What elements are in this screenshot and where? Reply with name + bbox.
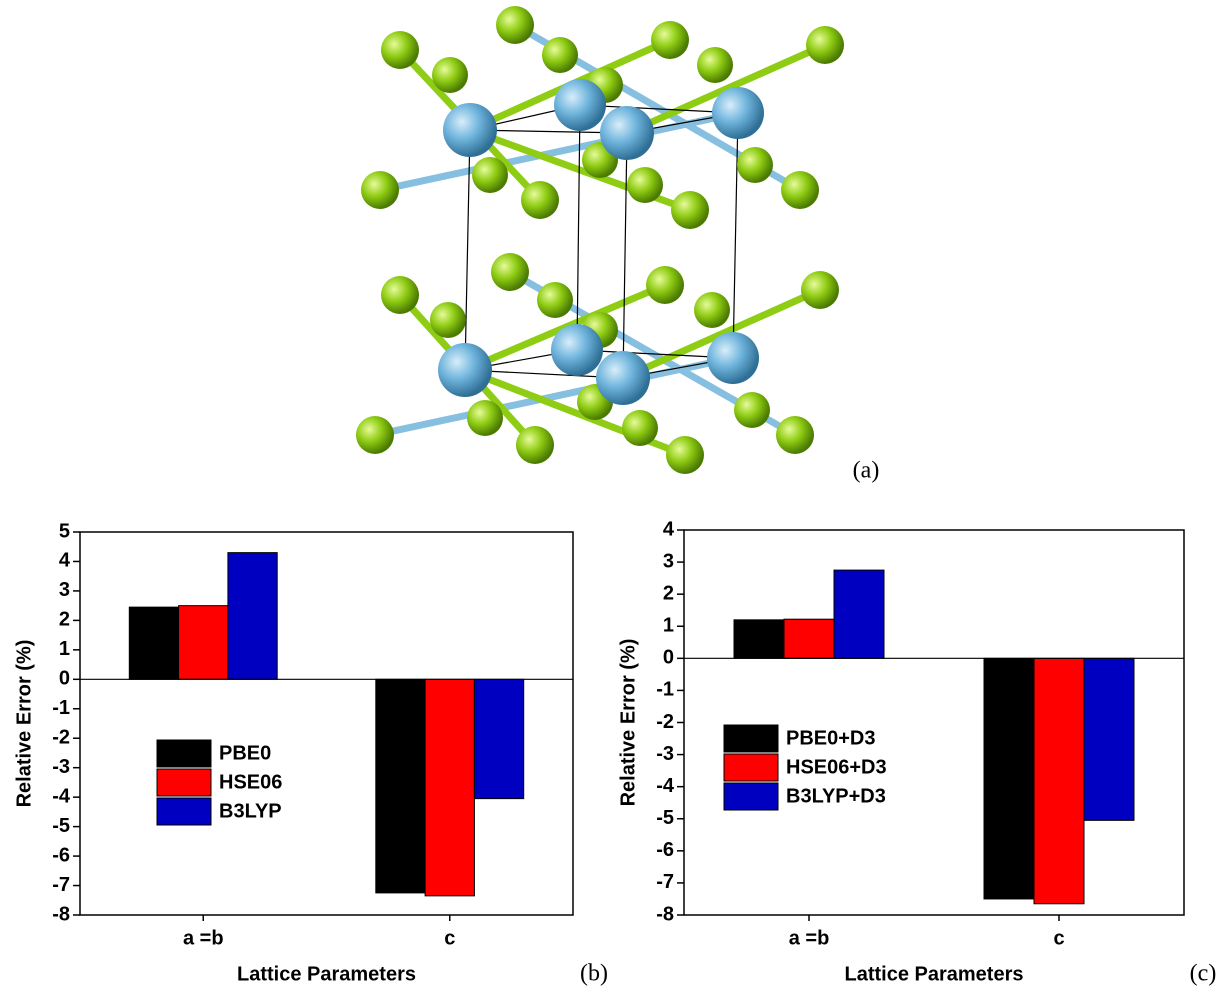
y-tick-label: -6: [52, 844, 70, 866]
bar: [179, 606, 228, 680]
y-tick-label: -3: [656, 743, 674, 765]
y-tick-label: 1: [59, 638, 70, 660]
y-tick-label: -1: [656, 679, 674, 701]
legend-swatch: [724, 783, 778, 810]
y-tick-label: -4: [52, 785, 71, 807]
bar: [984, 658, 1034, 899]
bar: [734, 620, 784, 659]
y-tick-label: -2: [52, 727, 70, 749]
bar: [129, 607, 178, 679]
y-tick-label: -4: [656, 775, 675, 797]
legend-swatch: [724, 725, 778, 752]
y-tick-label: -7: [656, 871, 674, 893]
x-axis-label: Lattice Parameters: [845, 963, 1024, 985]
y-tick-label: 4: [663, 518, 675, 540]
bar: [784, 619, 834, 658]
y-axis-label: Relative Error (%): [13, 640, 35, 808]
x-tick-label: c: [1053, 927, 1064, 949]
legend-swatch: [157, 740, 211, 767]
bar: [376, 679, 425, 893]
y-tick-label: 0: [59, 668, 70, 690]
y-tick-label: -1: [52, 697, 70, 719]
bar: [834, 570, 884, 658]
x-tick-label: a =b: [789, 927, 830, 949]
bar: [425, 679, 474, 896]
x-tick-label: c: [444, 927, 455, 949]
y-tick-label: -8: [656, 903, 674, 925]
y-tick-label: 0: [663, 647, 674, 669]
legend-label: B3LYP+D3: [786, 785, 886, 807]
figure: (a) -8 -7 -6 -5 -4 -3 -2 -1 0 1 2 3 4 5 a =b c PBE0 HSE06…: [0, 0, 1220, 994]
panel-label: (c): [1190, 961, 1217, 987]
page: (a) -8 -7 -6 -5 -4 -3 -2 -1 0 1 2 3 4 5 a =b c PBE0 HSE06…: [0, 0, 1220, 994]
y-tick-label: 5: [59, 520, 70, 542]
panel-label: (b): [580, 961, 608, 987]
y-tick-label: -2: [656, 711, 674, 733]
bar: [1084, 658, 1134, 820]
x-axis-label: Lattice Parameters: [237, 963, 416, 985]
bar: [228, 553, 277, 680]
y-tick-label: -3: [52, 756, 70, 778]
y-tick-label: 2: [663, 582, 674, 604]
x-tick-label: a =b: [183, 927, 224, 949]
y-tick-label: 2: [59, 609, 70, 631]
y-tick-label: 3: [59, 579, 70, 601]
legend-swatch: [157, 798, 211, 825]
y-tick-label: 1: [663, 615, 674, 637]
legend-label: PBE0+D3: [786, 727, 876, 749]
crystal-structure: (a): [356, 6, 879, 484]
y-tick-label: -8: [52, 903, 70, 925]
legend-swatch: [157, 769, 211, 796]
y-tick-label: -5: [52, 815, 70, 837]
legend-label: PBE0: [219, 742, 271, 764]
legend-label: HSE06: [219, 771, 282, 793]
y-tick-label: -5: [656, 807, 674, 829]
legend-label: B3LYP: [219, 800, 282, 822]
bar: [1034, 658, 1084, 903]
y-tick-label: 4: [59, 550, 71, 572]
legend-swatch: [724, 754, 778, 781]
legend-label: HSE06+D3: [786, 756, 887, 778]
y-tick-label: -6: [656, 839, 674, 861]
y-tick-label: -7: [52, 874, 70, 896]
y-axis-label: Relative Error (%): [617, 639, 639, 807]
panel-label: (a): [853, 458, 880, 484]
bar: [474, 679, 523, 798]
y-tick-label: 3: [663, 550, 674, 572]
